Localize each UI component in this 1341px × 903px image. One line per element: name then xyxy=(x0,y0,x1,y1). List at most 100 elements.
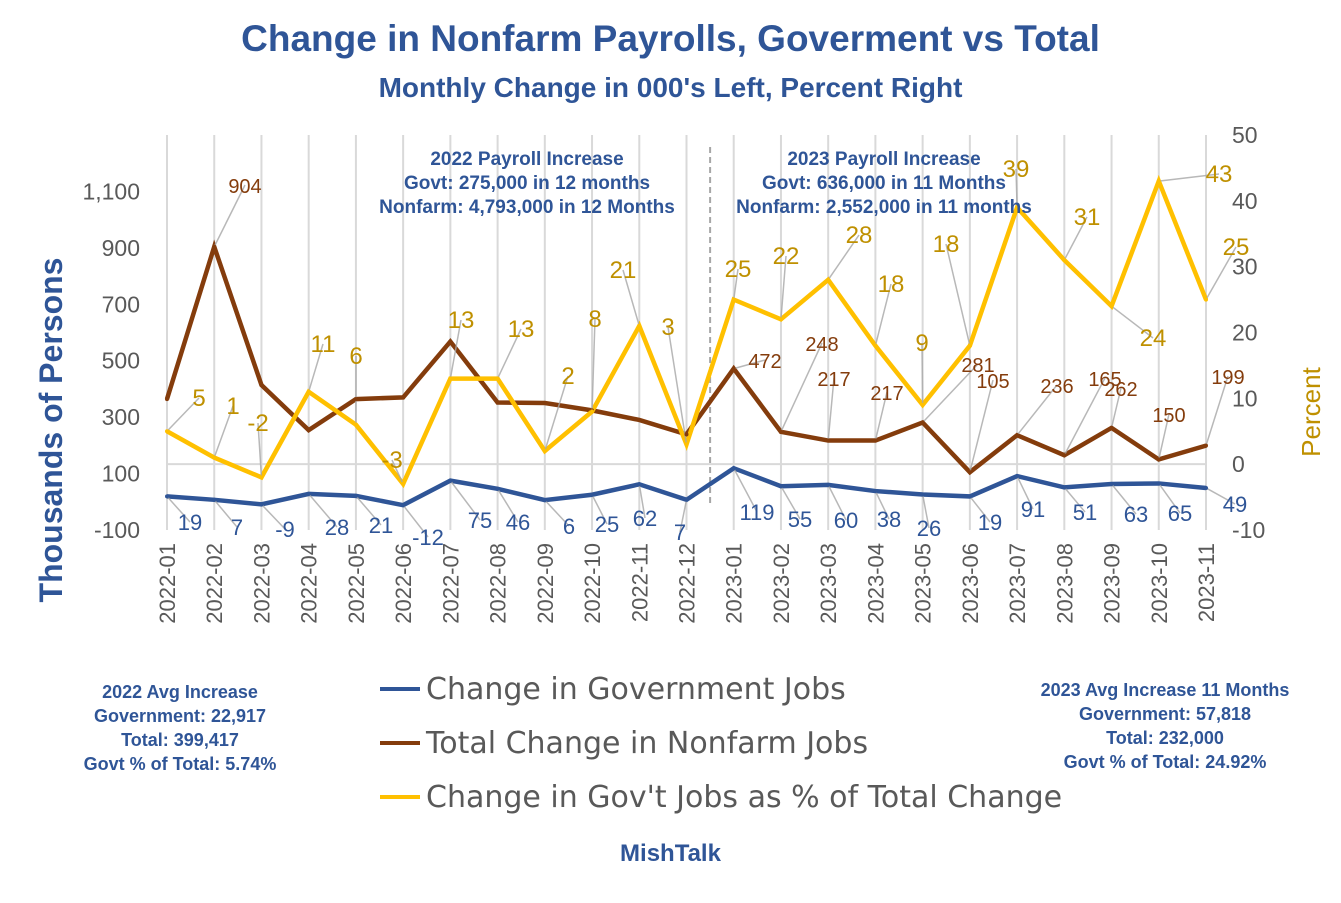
leader-line xyxy=(780,255,787,320)
leader-line xyxy=(679,499,688,533)
leader-line xyxy=(307,343,324,392)
leader-line xyxy=(1016,475,1034,510)
leader-line xyxy=(355,495,382,526)
data-label: 75 xyxy=(468,508,492,533)
legend-item-total: Total Change in Nonfarm Jobs xyxy=(380,716,1062,770)
data-label: 236 xyxy=(1040,376,1073,398)
data-point xyxy=(637,482,642,487)
data-label: 21 xyxy=(610,257,637,284)
avg-line: Government: 57,818 xyxy=(1078,704,1252,724)
leader-line xyxy=(874,283,892,346)
data-label: -3 xyxy=(381,447,402,474)
data-label: 60 xyxy=(834,508,858,533)
leader-line xyxy=(827,377,835,441)
data-point xyxy=(1062,485,1067,490)
leader-line xyxy=(449,480,481,521)
y-tick-label: 100 xyxy=(102,461,140,487)
y2-axis-title: Percent xyxy=(1296,366,1326,456)
data-point xyxy=(1062,453,1067,458)
x-tick-label: 2023-01 xyxy=(722,543,747,624)
leader-line xyxy=(622,269,640,327)
x-tick-label: 2023-06 xyxy=(958,543,983,624)
data-point xyxy=(165,397,169,402)
data-point xyxy=(1109,482,1114,487)
data-point xyxy=(259,475,264,480)
data-point xyxy=(306,389,311,394)
data-point xyxy=(306,428,311,433)
data-point xyxy=(873,343,878,348)
leader-line xyxy=(733,467,758,513)
data-point xyxy=(920,420,925,425)
data-point xyxy=(353,493,358,498)
leader-line xyxy=(544,499,570,527)
x-tick-label: 2022-04 xyxy=(297,543,322,624)
data-label: 21 xyxy=(369,513,393,538)
data-point xyxy=(165,494,169,499)
data-label: 43 xyxy=(1206,161,1233,188)
leader-line xyxy=(449,319,462,379)
leader-line xyxy=(1158,483,1181,514)
legend-swatch xyxy=(380,795,420,799)
leader-line xyxy=(213,184,246,248)
avg-line: 2022 Avg Increase xyxy=(102,682,258,702)
annotation-line: 2023 Payroll Increase xyxy=(787,149,981,170)
data-point xyxy=(1204,485,1208,490)
data-point xyxy=(731,466,736,471)
leader-line xyxy=(638,484,646,519)
leader-line xyxy=(308,493,338,528)
legend: Change in Government Jobs Total Change i… xyxy=(380,662,1062,824)
leader-line xyxy=(780,485,801,520)
y-tick-label: 900 xyxy=(102,235,140,261)
x-tick-label: 2022-09 xyxy=(533,543,558,624)
x-tick-label: 2022-07 xyxy=(438,543,463,624)
data-label: 9 xyxy=(915,330,928,357)
data-label: 28 xyxy=(846,222,873,249)
y2-tick-label: 50 xyxy=(1232,122,1258,148)
data-label: 18 xyxy=(878,271,905,298)
x-tick-label: 2022-12 xyxy=(675,543,700,624)
data-point xyxy=(684,442,689,447)
leader-line xyxy=(213,405,234,458)
leader-line xyxy=(1015,168,1018,208)
data-point xyxy=(448,376,453,381)
data-label: 248 xyxy=(805,334,838,356)
data-point xyxy=(212,455,217,460)
leader-line xyxy=(1063,216,1088,261)
chart-title: Change in Nonfarm Payrolls, Goverment vs… xyxy=(241,18,1100,59)
data-label: -9 xyxy=(275,517,295,542)
data-label: 262 xyxy=(1104,379,1137,401)
data-point xyxy=(448,339,453,344)
data-point xyxy=(1204,297,1208,302)
data-label: 7 xyxy=(231,515,243,540)
leader-line xyxy=(166,397,200,432)
data-point xyxy=(731,297,736,302)
y2-tick-label: 0 xyxy=(1232,451,1245,477)
data-point xyxy=(637,417,642,422)
legend-label: Change in Government Jobs xyxy=(426,671,846,707)
leader-line xyxy=(732,268,739,300)
data-point xyxy=(637,323,642,328)
avg-line: Total: 399,417 xyxy=(121,730,239,750)
data-point xyxy=(212,497,217,502)
x-tick-label: 2023-08 xyxy=(1052,543,1077,624)
avg-line: Total: 232,000 xyxy=(1106,728,1224,748)
x-tick-label: 2022-11 xyxy=(627,543,652,622)
data-point xyxy=(826,482,831,487)
y2-tick-label: 40 xyxy=(1232,188,1258,214)
data-label: 38 xyxy=(877,507,901,532)
data-point xyxy=(353,422,358,427)
data-label: -2 xyxy=(247,410,268,437)
leader-line xyxy=(874,490,890,520)
data-point xyxy=(306,491,311,496)
data-label: 22 xyxy=(773,243,800,270)
x-tick-label: 2023-07 xyxy=(1005,543,1030,624)
data-label: 7 xyxy=(674,520,686,545)
data-point xyxy=(1156,457,1161,462)
data-label: 24 xyxy=(1140,325,1167,352)
data-point xyxy=(495,400,500,405)
leader-line xyxy=(1205,487,1236,505)
data-label: 472 xyxy=(748,351,781,373)
data-point xyxy=(495,486,500,491)
data-point xyxy=(590,492,595,497)
